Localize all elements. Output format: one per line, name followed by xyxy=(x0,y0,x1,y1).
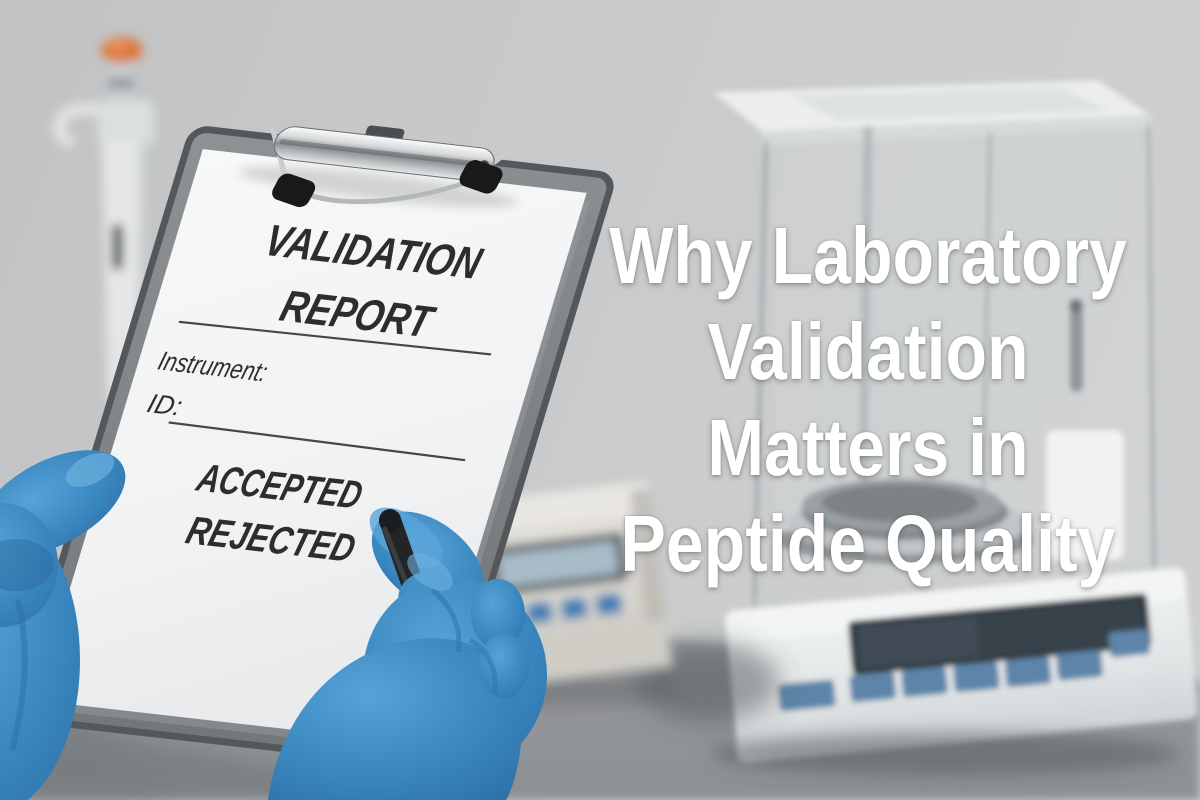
title-line-2: Validation xyxy=(707,307,1029,396)
clipboard-clip xyxy=(269,125,512,208)
right-wrist xyxy=(268,638,522,800)
glass-door-handle xyxy=(1070,308,1083,392)
balance-base xyxy=(725,568,1198,762)
overlay-title: Why Laboratory Validation Matters in Pep… xyxy=(540,208,1196,592)
weighing-pan xyxy=(777,479,1033,564)
title-line-4: Peptide Quality xyxy=(620,499,1116,588)
balance-buttons xyxy=(777,629,1150,712)
latex-glove-right xyxy=(268,507,547,800)
title-line-3: Matters in xyxy=(707,403,1029,492)
title-line-1: Why Laboratory xyxy=(609,211,1127,300)
rule-line xyxy=(178,320,492,356)
analytical-balance xyxy=(710,79,1198,776)
rule-line xyxy=(168,421,466,462)
pipette-button-orange xyxy=(101,37,143,63)
latex-glove-left xyxy=(0,450,126,800)
pipette-volume-window xyxy=(112,224,123,270)
